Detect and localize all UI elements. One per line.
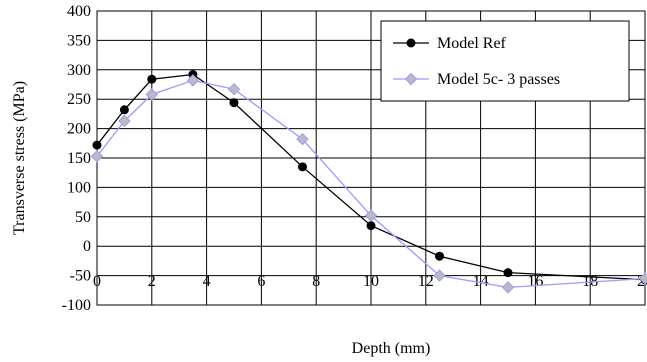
data-point: [147, 74, 157, 84]
x-tick-label: 14: [473, 273, 489, 290]
legend-entry-0: Model Ref: [393, 35, 507, 52]
x-tick-label: 12: [418, 273, 434, 290]
data-point: [118, 114, 131, 128]
legend-label: Model 5c- 3 passes: [437, 71, 560, 88]
y-tick-label: 300: [67, 62, 91, 79]
x-tick-label: 0: [93, 273, 101, 290]
x-axis-label: Depth (mm): [352, 340, 431, 357]
data-point: [501, 281, 515, 294]
x-tick-label: 16: [527, 273, 543, 290]
y-tick-label: -50: [70, 268, 91, 285]
y-tick-label: 150: [67, 150, 91, 167]
y-tick-label: 50: [75, 209, 91, 226]
legend-box: [380, 20, 630, 102]
data-point: [186, 74, 200, 87]
y-tick-labels: 400 350 300 250 200 150 100 50 0 -50 -100: [62, 3, 91, 314]
y-tick-label: 100: [67, 179, 91, 196]
data-point: [296, 132, 309, 146]
data-point: [229, 98, 239, 108]
data-point: [298, 162, 307, 172]
x-tick-label: 4: [203, 273, 211, 290]
y-tick-label: 250: [67, 91, 91, 108]
data-point: [119, 105, 129, 115]
legend-marker: [406, 38, 416, 48]
legend-label: Model Ref: [437, 35, 507, 52]
data-point: [145, 88, 159, 101]
legend-entry-1: Model 5c- 3 passes: [393, 71, 560, 88]
data-point: [503, 268, 513, 278]
series-line: [96, 79, 646, 289]
y-tick-label: 400: [67, 3, 91, 20]
y-tick-label: 350: [67, 32, 91, 49]
y-tick-label: 200: [67, 121, 91, 138]
data-point: [366, 221, 376, 231]
data-point: [227, 82, 241, 96]
series-group: [90, 70, 647, 294]
data-point: [90, 150, 104, 163]
x-tick-label: 10: [363, 273, 379, 290]
y-axis-label: Transverse stress (MPa): [11, 81, 28, 235]
data-point: [638, 272, 647, 285]
x-tick-label: 8: [312, 273, 320, 290]
legend: Model Ref Model 5c- 3 passes: [380, 20, 630, 102]
legend-items: Model Ref Model 5c- 3 passes: [393, 35, 560, 88]
series-1: [90, 74, 647, 294]
data-point: [433, 269, 446, 282]
x-tick-label: 6: [257, 273, 265, 290]
legend-marker: [404, 72, 418, 86]
y-tick-label: 0: [83, 238, 91, 255]
series-line: [96, 73, 646, 281]
data-point: [364, 209, 378, 222]
data-point: [435, 251, 444, 261]
y-tick-label: -100: [62, 297, 91, 314]
series-0: [92, 70, 647, 285]
data-point: [92, 140, 102, 150]
x-tick-label: 2: [148, 273, 156, 290]
